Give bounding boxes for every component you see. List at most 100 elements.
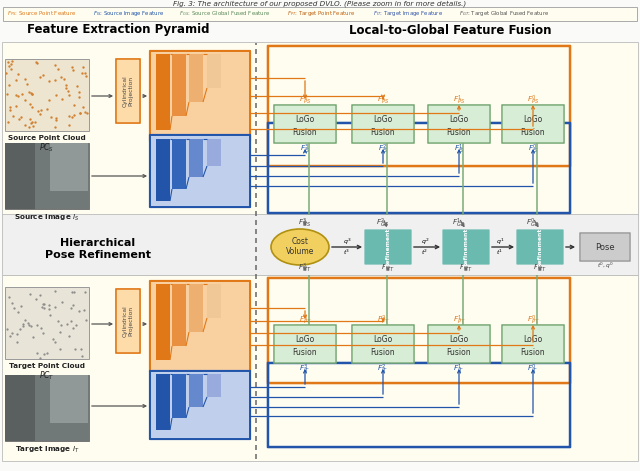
Bar (156, 139, 170, 201)
Text: Fusion: Fusion (521, 348, 545, 357)
Text: $q^1$: $q^1$ (496, 237, 504, 247)
FancyBboxPatch shape (352, 105, 414, 143)
Text: $F^3_{GT}$: $F^3_{GT}$ (298, 262, 312, 275)
FancyBboxPatch shape (428, 325, 490, 363)
Text: Target Image $I_T$: Target Image $I_T$ (15, 445, 79, 455)
Text: Volume: Volume (286, 247, 314, 257)
Text: LoGo: LoGo (449, 114, 468, 123)
FancyBboxPatch shape (116, 289, 140, 353)
Text: $PC_S$: $PC_S$ (40, 141, 54, 154)
Bar (172, 284, 186, 346)
FancyBboxPatch shape (274, 325, 336, 363)
Bar (2, 42, 638, 215)
Text: Source Point Cloud: Source Point Cloud (8, 135, 86, 141)
Bar (172, 374, 186, 418)
Text: Cylindrical
Projection: Cylindrical Projection (123, 75, 133, 107)
Text: $F_{PT}$: Target Point Feature: $F_{PT}$: Target Point Feature (287, 9, 355, 18)
Bar (207, 284, 221, 318)
Text: Fusion: Fusion (292, 128, 317, 137)
Bar (5, 287, 89, 359)
Bar (5, 143, 35, 209)
Bar (50, 375, 88, 423)
Bar (156, 54, 170, 130)
Text: $F^1_{GS}$: $F^1_{GS}$ (452, 217, 465, 230)
Text: $PC_T$: $PC_T$ (39, 369, 55, 382)
Text: $F^1_{PS}$: $F^1_{PS}$ (452, 93, 465, 106)
Text: $F^1_{IS}$: $F^1_{IS}$ (454, 142, 465, 155)
Text: $F^3_{PT}$: $F^3_{PT}$ (299, 313, 312, 327)
Text: $q^3$: $q^3$ (342, 237, 351, 247)
Text: $F^0_{IS}$: $F^0_{IS}$ (527, 142, 538, 155)
Text: $F^2_{PT}$: $F^2_{PT}$ (376, 313, 389, 327)
Bar (207, 374, 221, 397)
FancyBboxPatch shape (580, 233, 630, 261)
Text: $F^1_{GT}$: $F^1_{GT}$ (460, 262, 473, 275)
FancyBboxPatch shape (443, 230, 489, 264)
Text: $F^2_{GS}$: $F^2_{GS}$ (376, 217, 390, 230)
Text: LoGo: LoGo (296, 114, 315, 123)
Text: LoGo: LoGo (373, 114, 392, 123)
Text: $F^0_{IT}$: $F^0_{IT}$ (527, 362, 539, 376)
Text: Source Image $I_S$: Source Image $I_S$ (14, 213, 80, 223)
Text: Fusion: Fusion (292, 348, 317, 357)
Text: Fusion: Fusion (371, 348, 396, 357)
Text: $F^3_{GS}$: $F^3_{GS}$ (298, 217, 312, 230)
Text: LoGo: LoGo (373, 334, 392, 343)
Text: $F_{PS}$: Source Point Feature: $F_{PS}$: Source Point Feature (7, 9, 76, 18)
Bar (50, 143, 88, 191)
Text: LoGo: LoGo (524, 114, 543, 123)
Bar (35, 143, 89, 209)
FancyBboxPatch shape (150, 371, 250, 439)
Bar (207, 139, 221, 166)
Bar (189, 284, 203, 332)
Text: Cost: Cost (291, 237, 308, 246)
Bar (5, 59, 89, 131)
Bar (5, 375, 35, 441)
Text: $F^1_{PT}$: $F^1_{PT}$ (452, 313, 465, 327)
Text: $F^3_{IT}$: $F^3_{IT}$ (300, 362, 310, 376)
Bar (207, 54, 221, 88)
Text: $F_{GT}$: Target Global Fused Feature: $F_{GT}$: Target Global Fused Feature (458, 9, 549, 18)
Text: $F^2_{GT}$: $F^2_{GT}$ (381, 262, 395, 275)
Text: Fusion: Fusion (447, 348, 471, 357)
Text: $t^2$: $t^2$ (421, 247, 429, 257)
FancyBboxPatch shape (502, 325, 564, 363)
FancyBboxPatch shape (352, 325, 414, 363)
FancyBboxPatch shape (150, 281, 250, 371)
Bar (35, 375, 89, 441)
Text: $F^2_{IS}$: $F^2_{IS}$ (378, 142, 388, 155)
FancyBboxPatch shape (365, 230, 411, 264)
Text: Refinement: Refinement (385, 227, 390, 267)
Bar (172, 54, 186, 116)
Bar (189, 139, 203, 177)
Text: $F_{IS}$: Source Image Feature: $F_{IS}$: Source Image Feature (93, 9, 164, 18)
Text: $F^3_{PS}$: $F^3_{PS}$ (299, 93, 311, 106)
Text: Refinement: Refinement (463, 227, 468, 267)
Bar (5, 143, 89, 209)
FancyBboxPatch shape (502, 105, 564, 143)
FancyBboxPatch shape (150, 51, 250, 141)
Text: Cylindrical
Projection: Cylindrical Projection (123, 305, 133, 337)
FancyBboxPatch shape (274, 105, 336, 143)
FancyBboxPatch shape (116, 59, 140, 123)
FancyBboxPatch shape (150, 135, 250, 207)
Bar (172, 139, 186, 189)
Text: $F_{GS}$: Source Global Fused Feature: $F_{GS}$: Source Global Fused Feature (179, 9, 270, 18)
Ellipse shape (271, 229, 329, 265)
Text: $F^0_{PS}$: $F^0_{PS}$ (527, 93, 540, 106)
Text: Fusion: Fusion (447, 128, 471, 137)
FancyBboxPatch shape (517, 230, 563, 264)
Bar (2, 214, 638, 275)
Text: Pose: Pose (595, 243, 615, 252)
Text: Target Point Cloud: Target Point Cloud (9, 363, 85, 369)
Text: $F^2_{IT}$: $F^2_{IT}$ (378, 362, 388, 376)
Bar (189, 374, 203, 407)
Text: LoGo: LoGo (296, 334, 315, 343)
Text: $F^1_{IT}$: $F^1_{IT}$ (453, 362, 465, 376)
Text: $F^0_{GS}$: $F^0_{GS}$ (527, 217, 540, 230)
Bar (3, 7, 637, 21)
Text: $t^3$: $t^3$ (344, 247, 351, 257)
Text: $F^2_{PS}$: $F^2_{PS}$ (377, 93, 389, 106)
Text: $q^2$: $q^2$ (420, 237, 429, 247)
Bar (5, 375, 89, 441)
